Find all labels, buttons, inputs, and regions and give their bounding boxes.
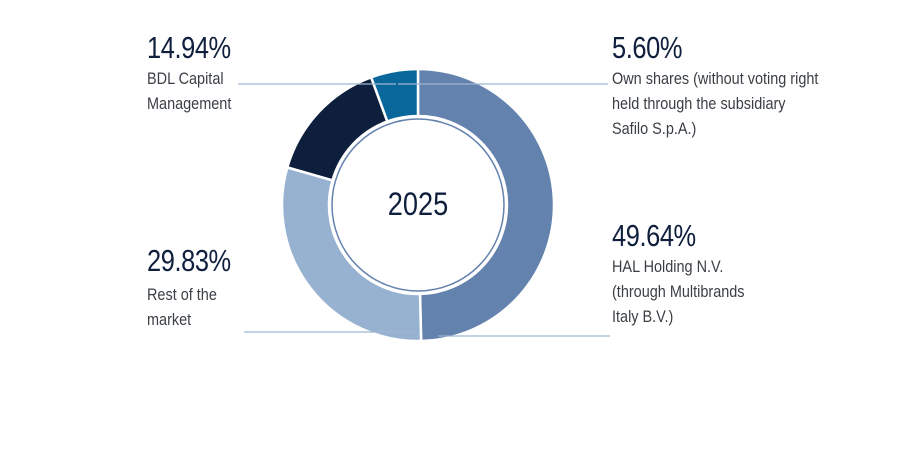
center-year-label: 2025 — [387, 186, 449, 222]
slice-percent-bdl: 14.94% — [147, 30, 231, 65]
slice-percent-rest-of-market: 29.83% — [147, 243, 231, 278]
inner-ring — [331, 118, 505, 292]
slice-percent-own-shares: 5.60% — [612, 30, 683, 65]
slice-rest-of-market — [280, 165, 423, 343]
slice-label-bdl: BDL Capital Management — [147, 69, 232, 113]
slice-own-shares — [369, 67, 420, 124]
slice-bdl-capital — [285, 75, 389, 182]
slice-label-own-shares: Own shares (without voting right held th… — [612, 69, 819, 138]
slice-label-rest-of-market: Rest of the market — [147, 285, 217, 329]
slice-hal-holding — [416, 67, 556, 343]
slice-percent-hal-holding: 49.64% — [612, 218, 696, 253]
slice-label-hal-holding: HAL Holding N.V. (through Multibrands It… — [612, 257, 745, 326]
